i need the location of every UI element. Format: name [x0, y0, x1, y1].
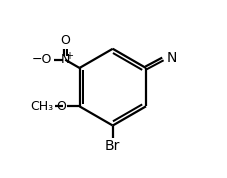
Text: N: N [166, 51, 176, 65]
Text: O: O [56, 100, 66, 113]
Text: CH₃: CH₃ [30, 100, 53, 113]
Text: O: O [60, 34, 70, 47]
Text: Br: Br [105, 138, 120, 153]
Text: −O: −O [32, 53, 52, 66]
Text: +: + [65, 51, 73, 61]
Text: N: N [60, 53, 70, 66]
